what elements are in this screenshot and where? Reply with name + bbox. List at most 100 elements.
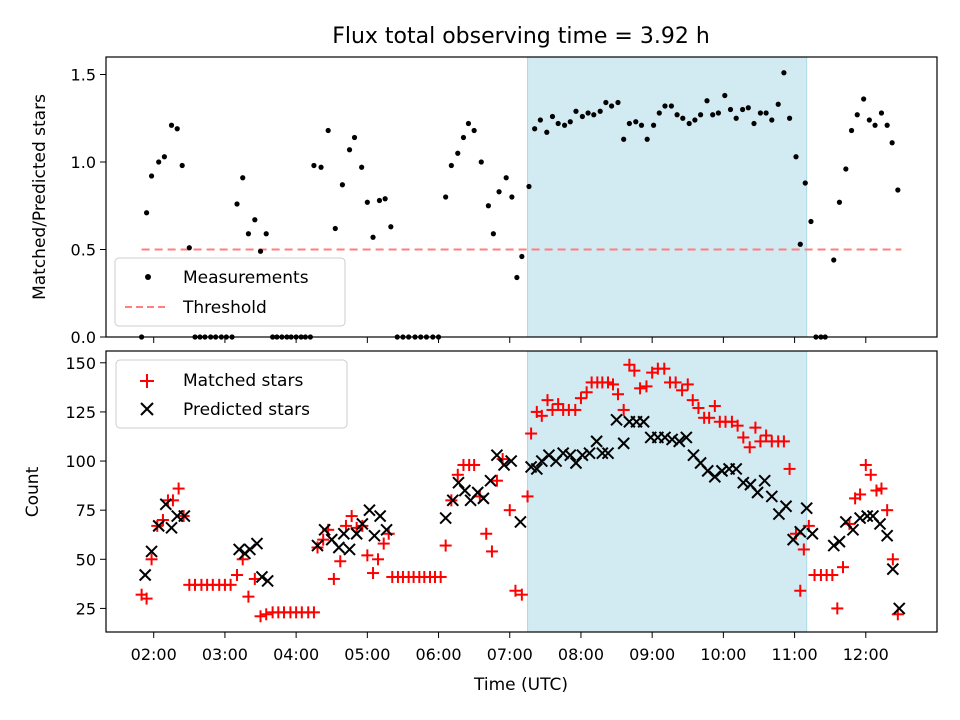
predicted-star-point bbox=[261, 574, 274, 588]
predicted-star-point bbox=[446, 494, 459, 507]
predicted-star-point bbox=[514, 515, 527, 529]
predicted-star-point bbox=[497, 458, 511, 472]
predicted-star-point bbox=[765, 490, 779, 503]
chart-title: Flux total observing time = 3.92 h bbox=[332, 24, 710, 49]
predicted-star-point bbox=[564, 448, 577, 462]
measurement-point bbox=[579, 113, 585, 120]
measurement-point bbox=[148, 173, 155, 179]
measurement-point bbox=[478, 159, 484, 165]
matched-star-point bbox=[760, 429, 773, 442]
predicted-star-point bbox=[806, 527, 819, 540]
measurement-point bbox=[364, 199, 370, 205]
measurement-point bbox=[465, 120, 472, 127]
bottom-ytick-label: 100 bbox=[65, 452, 96, 471]
measurement-point bbox=[715, 110, 721, 116]
matched-star-point bbox=[826, 569, 839, 582]
measurement-point bbox=[597, 108, 603, 114]
legend-matched-marker bbox=[140, 374, 154, 388]
measurement-point bbox=[496, 189, 502, 195]
legend-predicted-marker bbox=[140, 402, 154, 416]
matched-star-point bbox=[669, 376, 682, 389]
measurement-point bbox=[156, 159, 162, 165]
top-ylabel: Matched/Predicted stars bbox=[30, 94, 50, 300]
measurement-point bbox=[895, 187, 901, 193]
measurement-point bbox=[674, 112, 680, 118]
matched-star-point bbox=[485, 545, 498, 558]
measurement-point bbox=[866, 117, 872, 123]
predicted-star-point bbox=[779, 500, 793, 513]
matched-star-point bbox=[875, 482, 888, 495]
measurement-point bbox=[490, 231, 496, 237]
matched-star-point bbox=[356, 519, 369, 532]
matched-star-point bbox=[783, 462, 796, 475]
predicted-star-point bbox=[504, 454, 518, 468]
measurement-point bbox=[704, 98, 710, 104]
bottom-xtick-label: 11:00 bbox=[772, 645, 818, 664]
measurement-point bbox=[775, 101, 781, 107]
matched-star-point bbox=[580, 386, 593, 399]
matched-star-point bbox=[317, 533, 330, 546]
matched-star-point bbox=[172, 482, 185, 495]
predicted-star-point bbox=[452, 476, 465, 489]
predicted-star-point bbox=[477, 492, 490, 505]
matched-star-point bbox=[439, 539, 452, 552]
predicted-star-point bbox=[800, 501, 813, 515]
bottom-legend-box bbox=[115, 359, 348, 429]
measurement-point bbox=[263, 231, 269, 237]
bottom-xtick-label: 03:00 bbox=[202, 645, 248, 664]
bottom-xtick-label: 02:00 bbox=[131, 645, 177, 664]
top-legend-box bbox=[114, 257, 346, 327]
matched-star-point bbox=[708, 400, 721, 413]
matched-star-point bbox=[777, 435, 790, 448]
measurement-point bbox=[311, 162, 317, 169]
matched-star-point bbox=[886, 553, 899, 566]
measurement-point bbox=[733, 115, 739, 121]
matched-star-point bbox=[377, 537, 390, 550]
predicted-star-point bbox=[853, 511, 867, 525]
matched-star-point bbox=[681, 378, 694, 391]
matched-star-point bbox=[350, 521, 363, 534]
matched-star-point bbox=[754, 435, 767, 448]
matched-star-point bbox=[151, 519, 164, 532]
measurement-point bbox=[514, 274, 520, 281]
matched-star-point bbox=[445, 494, 458, 507]
matched-star-point bbox=[468, 458, 481, 471]
measurement-point bbox=[872, 122, 878, 128]
measurement-point bbox=[608, 103, 615, 109]
measurement-point bbox=[179, 162, 185, 169]
matched-star-point bbox=[145, 553, 158, 566]
measurement-point bbox=[234, 201, 240, 207]
measurement-point bbox=[854, 112, 860, 118]
predicted-star-point bbox=[337, 527, 351, 540]
measurement-point bbox=[532, 126, 538, 132]
matched-star-point bbox=[731, 419, 744, 432]
measurement-point bbox=[603, 99, 609, 106]
matched-star-point bbox=[607, 378, 620, 391]
predicted-star-point bbox=[311, 539, 324, 552]
matched-star-point bbox=[509, 584, 522, 597]
matched-star-point bbox=[611, 388, 624, 401]
measurement-point bbox=[252, 217, 258, 223]
measurement-point bbox=[346, 147, 353, 153]
measurement-point bbox=[240, 175, 246, 181]
predicted-star-point bbox=[794, 525, 807, 538]
predicted-star-point bbox=[343, 543, 356, 556]
measurement-point bbox=[697, 112, 704, 118]
predicted-star-point bbox=[556, 446, 570, 460]
predicted-star-point bbox=[318, 523, 331, 537]
measurement-point bbox=[257, 248, 264, 254]
matched-star-point bbox=[743, 441, 756, 454]
predicted-star-point bbox=[601, 446, 615, 460]
predicted-star-point bbox=[569, 456, 583, 470]
measurement-point bbox=[650, 122, 657, 128]
measurement-point bbox=[757, 110, 764, 116]
measurement-point bbox=[455, 150, 461, 156]
measurement-point bbox=[638, 122, 645, 128]
measurement-point bbox=[878, 110, 885, 116]
matched-star-point bbox=[837, 561, 850, 574]
measurement-point bbox=[359, 164, 365, 170]
measurement-point bbox=[848, 127, 855, 134]
top-ytick-label: 0.0 bbox=[71, 328, 96, 347]
observing-window-span bbox=[527, 350, 808, 633]
